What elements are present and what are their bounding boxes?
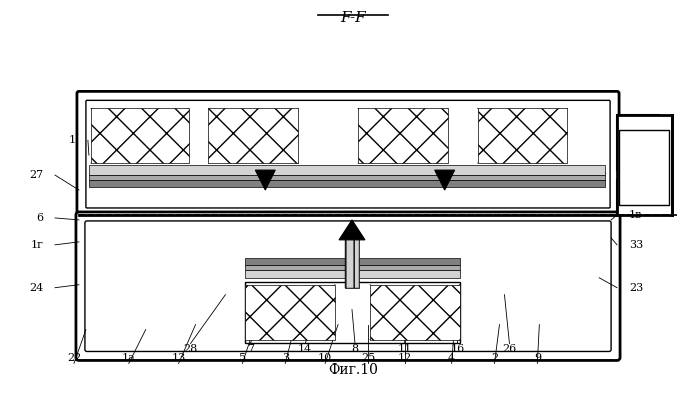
Text: 4: 4 [448, 354, 455, 364]
Bar [438, 172, 452, 175]
Text: 10: 10 [318, 354, 332, 364]
Bar [258, 172, 272, 175]
Bar [617, 115, 659, 170]
FancyBboxPatch shape [76, 212, 620, 360]
Text: 1а: 1а [122, 354, 136, 364]
Text: 11: 11 [398, 344, 412, 354]
Text: 3: 3 [281, 354, 289, 364]
Polygon shape [435, 170, 454, 190]
Bar [89, 180, 605, 187]
FancyBboxPatch shape [77, 91, 619, 217]
Bar [345, 238, 359, 288]
Polygon shape [256, 170, 275, 190]
Text: 12: 12 [398, 354, 412, 364]
Text: 1в: 1в [629, 210, 643, 220]
Bar [246, 285, 335, 340]
Bar [617, 115, 672, 215]
Bar [258, 172, 272, 175]
Bar [246, 282, 460, 342]
Bar [477, 108, 567, 163]
Bar [246, 265, 460, 270]
Text: 25: 25 [360, 354, 375, 364]
Text: F-F: F-F [340, 11, 366, 25]
Text: 1г: 1г [30, 240, 43, 250]
Bar [345, 238, 359, 288]
Text: 28: 28 [183, 344, 197, 354]
Text: 27: 27 [29, 170, 43, 180]
Text: 2: 2 [491, 354, 498, 364]
Text: 22: 22 [66, 354, 81, 364]
Bar [358, 108, 448, 163]
Bar [209, 108, 298, 163]
Bar [89, 165, 605, 175]
Text: 24: 24 [29, 283, 43, 293]
Text: 26: 26 [503, 344, 517, 354]
Bar [91, 108, 188, 163]
Bar [370, 285, 460, 340]
Text: 23: 23 [629, 283, 643, 293]
Text: 6: 6 [36, 213, 43, 223]
Text: 13: 13 [172, 354, 186, 364]
Bar [246, 258, 460, 265]
Bar [89, 175, 605, 180]
Text: Фиг.10: Фиг.10 [328, 363, 378, 377]
Text: 16: 16 [451, 344, 465, 354]
Text: 14: 14 [298, 344, 312, 354]
Text: 5: 5 [239, 354, 246, 364]
FancyBboxPatch shape [86, 100, 610, 208]
Text: 7: 7 [247, 344, 254, 354]
Text: 1: 1 [69, 135, 76, 145]
Polygon shape [339, 220, 365, 240]
Bar [438, 172, 452, 175]
Text: 33: 33 [629, 240, 643, 250]
Bar [246, 270, 460, 278]
Text: 9: 9 [534, 354, 541, 364]
Bar [617, 180, 659, 215]
Text: 8: 8 [351, 344, 358, 354]
Bar [619, 130, 669, 205]
FancyBboxPatch shape [85, 221, 611, 352]
